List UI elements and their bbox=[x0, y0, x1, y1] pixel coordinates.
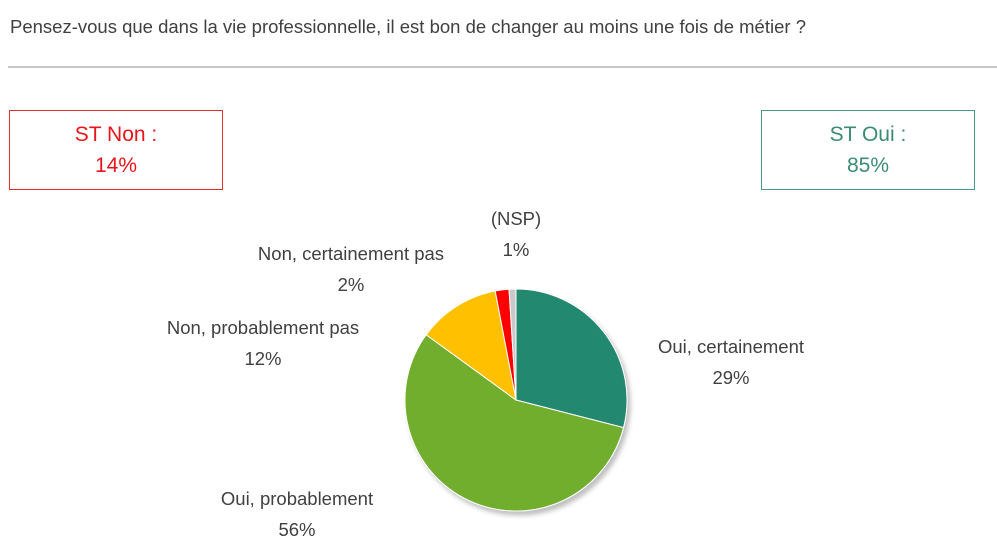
summary-non-value: 14% bbox=[94, 154, 138, 177]
slice-label-oui-probablement: Oui, probablement 56% bbox=[190, 483, 404, 545]
summary-oui-box: ST Oui : 85% bbox=[761, 110, 975, 190]
pie-slice-1 bbox=[404, 334, 625, 512]
slice-value: 2% bbox=[337, 274, 365, 295]
slice-value: 12% bbox=[244, 348, 282, 369]
summary-oui-value: 85% bbox=[846, 154, 890, 177]
slice-value: 29% bbox=[712, 367, 750, 388]
question-title: Pensez-vous que dans la vie professionne… bbox=[10, 16, 806, 37]
summary-oui-label: ST Oui : bbox=[829, 123, 907, 146]
pie-slices bbox=[404, 288, 628, 512]
slice-name: Non, probablement pas bbox=[166, 317, 360, 338]
slice-name: Oui, probablement bbox=[220, 488, 374, 509]
pie-slice-0 bbox=[515, 288, 628, 429]
pie-slice-2 bbox=[425, 290, 517, 402]
divider bbox=[8, 66, 997, 68]
slice-name: Oui, certainement bbox=[657, 336, 804, 357]
slice-value: 1% bbox=[502, 239, 530, 260]
summary-non-label: ST Non : bbox=[74, 123, 158, 146]
slice-label-non-certainement-pas: Non, certainement pas 2% bbox=[230, 238, 472, 300]
slice-label-nsp: (NSP) 1% bbox=[476, 203, 556, 265]
slice-label-oui-certainement: Oui, certainement 29% bbox=[622, 331, 840, 393]
pie-slice-4 bbox=[508, 288, 517, 401]
summary-non-box: ST Non : 14% bbox=[9, 110, 223, 190]
slice-name: Non, certainement pas bbox=[257, 243, 445, 264]
slice-name: (NSP) bbox=[490, 208, 542, 229]
slice-label-non-probablement-pas: Non, probablement pas 12% bbox=[138, 312, 388, 374]
slice-value: 56% bbox=[278, 519, 316, 540]
